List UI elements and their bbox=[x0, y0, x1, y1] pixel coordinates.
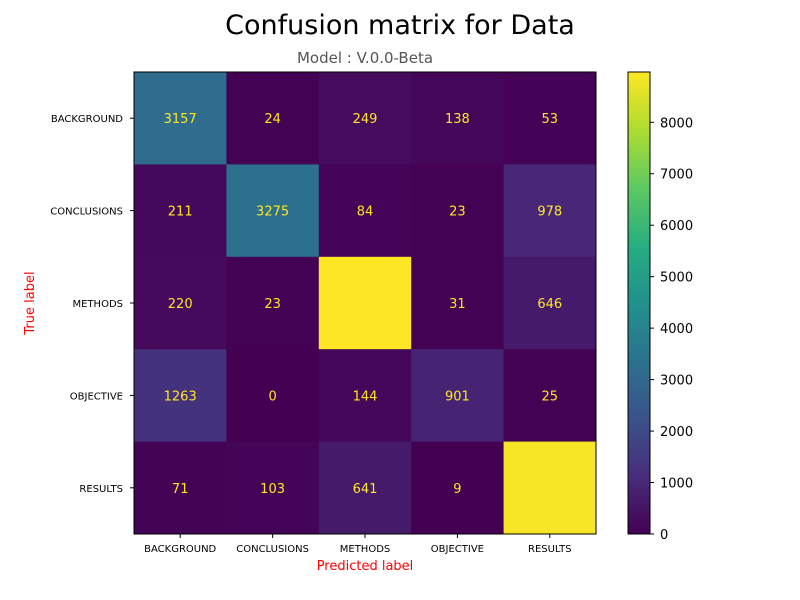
colorbar-tick-label: 7000 bbox=[660, 168, 693, 183]
y-tick-label: BACKGROUND bbox=[51, 114, 123, 125]
colorbar-tick-label: 1000 bbox=[660, 477, 693, 492]
heatmap-cell bbox=[226, 164, 320, 258]
colorbar-tick-label: 0 bbox=[660, 528, 668, 543]
cell-value-label: 249 bbox=[353, 112, 378, 127]
colorbar bbox=[627, 71, 651, 535]
x-tick-label: RESULTS bbox=[528, 544, 572, 555]
cell-value-label: 24 bbox=[264, 112, 281, 127]
colorbar-ticks: 0 1000 2000 3000 4000 5000 6000 7000 8000 bbox=[650, 116, 693, 543]
cell-value-label: 220 bbox=[168, 297, 193, 312]
cell-value-label: 84 bbox=[357, 205, 374, 220]
cell-value-label: 103 bbox=[260, 482, 285, 497]
heatmap-cell bbox=[411, 164, 505, 258]
cell-value-label: 25 bbox=[542, 389, 559, 404]
x-tick-label: BACKGROUND bbox=[144, 544, 216, 555]
y-tick-label: OBJECTIVE bbox=[70, 391, 123, 402]
cell-value-label: 211 bbox=[168, 205, 193, 220]
cell-value-label: 0 bbox=[268, 389, 276, 404]
heatmap-cell bbox=[503, 256, 597, 350]
heatmap-cell-labels: 3157 24 249 138 53 211 3275 84 23 978 220 23 8977 31 6… bbox=[164, 112, 567, 497]
heatmap-cell bbox=[226, 441, 320, 535]
heatmap-cell bbox=[134, 256, 227, 350]
cell-value-label: 3275 bbox=[256, 205, 289, 220]
y-tick-label: METHODS bbox=[73, 299, 124, 310]
heatmap-cell bbox=[411, 349, 505, 443]
heatmap-cell bbox=[134, 164, 227, 258]
cell-value-label: 1263 bbox=[164, 389, 197, 404]
heatmap-cell bbox=[134, 72, 227, 165]
cell-value-label: 138 bbox=[445, 112, 470, 127]
y-axis-label: True label bbox=[23, 271, 38, 335]
cell-value-label: 3157 bbox=[164, 112, 197, 127]
cell-value-label: 53 bbox=[542, 112, 559, 127]
cell-value-label: 641 bbox=[353, 482, 378, 497]
heatmap-cell bbox=[503, 72, 597, 165]
heatmap-cell bbox=[318, 164, 412, 258]
colorbar-tick-label: 6000 bbox=[660, 219, 693, 234]
heatmap-cell bbox=[411, 441, 505, 535]
y-tick-label: CONCLUSIONS bbox=[50, 207, 123, 218]
x-tick-label: CONCLUSIONS bbox=[236, 544, 309, 555]
colorbar-tick-label: 4000 bbox=[660, 322, 693, 337]
cell-value-label: 901 bbox=[445, 389, 470, 404]
heatmap-cell bbox=[411, 256, 505, 350]
cell-value-label: 31 bbox=[449, 297, 466, 312]
heatmap-cells bbox=[134, 72, 597, 535]
colorbar-tick-label: 5000 bbox=[660, 271, 693, 286]
heatmap-cell bbox=[226, 349, 320, 443]
x-tick-label: METHODS bbox=[340, 544, 391, 555]
heatmap-cell bbox=[318, 441, 412, 535]
heatmap-cell bbox=[134, 441, 227, 535]
colorbar-tick-label: 2000 bbox=[660, 425, 693, 440]
heatmap-cell bbox=[134, 349, 227, 443]
heatmap-cell bbox=[318, 256, 412, 350]
heatmap-cell bbox=[411, 72, 505, 165]
y-axis-ticks: BACKGROUND CONCLUSIONS METHODS OBJECTIVE RES… bbox=[50, 114, 134, 495]
chart-title: Confusion matrix for Data bbox=[225, 10, 575, 41]
x-axis-label: Predicted label bbox=[317, 559, 414, 574]
heatmap-cell bbox=[503, 441, 597, 535]
heatmap-cell bbox=[318, 349, 412, 443]
heatmap-cell bbox=[503, 349, 597, 443]
x-tick-label: OBJECTIVE bbox=[431, 544, 484, 555]
plot-frame bbox=[133, 71, 597, 535]
cell-value-label: 71 bbox=[172, 482, 189, 497]
heatmap-cell bbox=[226, 256, 320, 350]
x-axis-ticks: BACKGROUND CONCLUSIONS METHODS OBJECTIVE RES… bbox=[144, 534, 572, 555]
chart-subtitle: Model : V.0.0-Beta bbox=[297, 49, 433, 67]
heatmap-cell bbox=[226, 72, 320, 165]
colorbar-tick-label: 3000 bbox=[660, 374, 693, 389]
y-tick-label: RESULTS bbox=[79, 484, 123, 495]
colorbar-tick-label: 8000 bbox=[660, 116, 693, 131]
cell-value-label: 23 bbox=[264, 297, 281, 312]
heatmap-cell bbox=[318, 72, 412, 165]
cell-value-label: 144 bbox=[353, 389, 378, 404]
cell-value-label: 23 bbox=[449, 205, 466, 220]
cell-value-label: 978 bbox=[537, 205, 562, 220]
cell-value-label: 9 bbox=[453, 482, 461, 497]
cell-value-label: 8889 bbox=[533, 482, 566, 497]
cell-value-label: 8977 bbox=[348, 297, 381, 312]
heatmap-cell bbox=[503, 164, 597, 258]
cell-value-label: 646 bbox=[537, 297, 562, 312]
